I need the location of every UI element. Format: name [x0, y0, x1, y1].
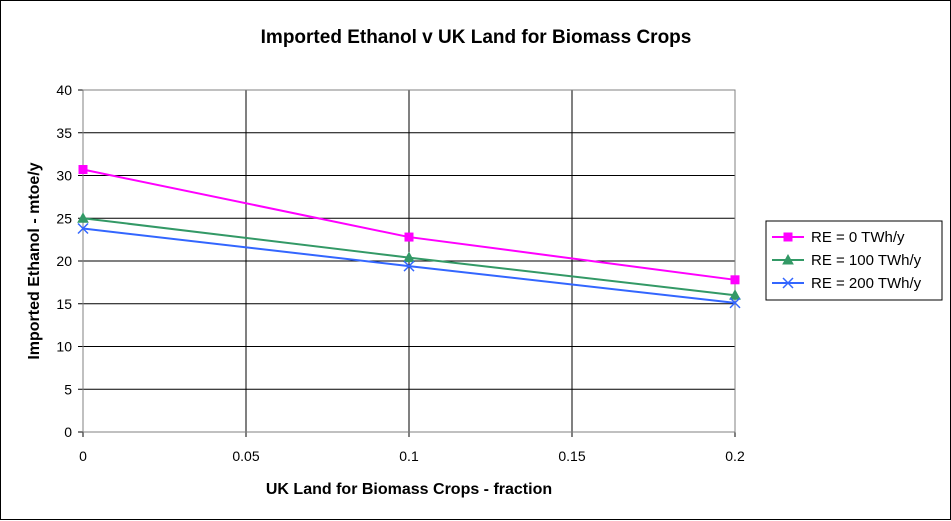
y-tick-label: 15: [56, 296, 72, 312]
x-tick-label: 0.2: [725, 448, 745, 464]
data-point-series-1: [78, 165, 88, 175]
x-tick-label: 0: [79, 448, 87, 464]
y-tick-label: 20: [56, 253, 72, 269]
x-tick-label: 0.15: [558, 448, 585, 464]
data-point-series-3: [729, 297, 741, 309]
y-tick-label: 0: [64, 424, 72, 440]
data-point-series-2: [729, 289, 741, 300]
legend-label: RE = 200 TWh/y: [811, 275, 922, 292]
legend-label: RE = 0 TWh/y: [811, 229, 905, 246]
y-tick-label: 25: [56, 210, 72, 226]
data-point-series-2: [403, 251, 415, 263]
plot-border: [82, 89, 736, 433]
x-axis-title: UK Land for Biomass Crops - fraction: [266, 481, 552, 498]
data-point-series-3: [403, 260, 415, 272]
chart-title: Imported Ethanol v UK Land for Biomass C…: [261, 27, 692, 48]
legend-label: RE = 100 TWh/y: [811, 252, 922, 269]
legend-marker: [782, 253, 794, 265]
legend-marker: [783, 232, 793, 242]
x-tick-label: 0.1: [399, 448, 419, 464]
y-tick-label: 30: [56, 168, 72, 184]
y-tick-label: 35: [56, 125, 72, 141]
y-tick-label: 5: [64, 381, 72, 397]
data-point-series-3: [77, 222, 89, 235]
data-point-series-1: [404, 232, 414, 242]
y-axis-title: Imported Ethanol - mtoe/y: [26, 162, 43, 359]
legend-marker: [782, 277, 794, 289]
x-tick-label: 0.05: [232, 448, 259, 464]
legend: RE = 0 TWh/y RE = 100 TWh/y RE = 200 TWh/y: [765, 220, 943, 301]
data-point-series-1: [730, 275, 740, 285]
y-tick-label: 10: [56, 339, 72, 355]
y-tick-label: 40: [56, 82, 72, 98]
data-point-series-2: [77, 212, 89, 223]
plot-area: 0 5 10 15 20 25 30 35 40 0 0.05 0.1 0.15 0.2: [56, 82, 745, 464]
